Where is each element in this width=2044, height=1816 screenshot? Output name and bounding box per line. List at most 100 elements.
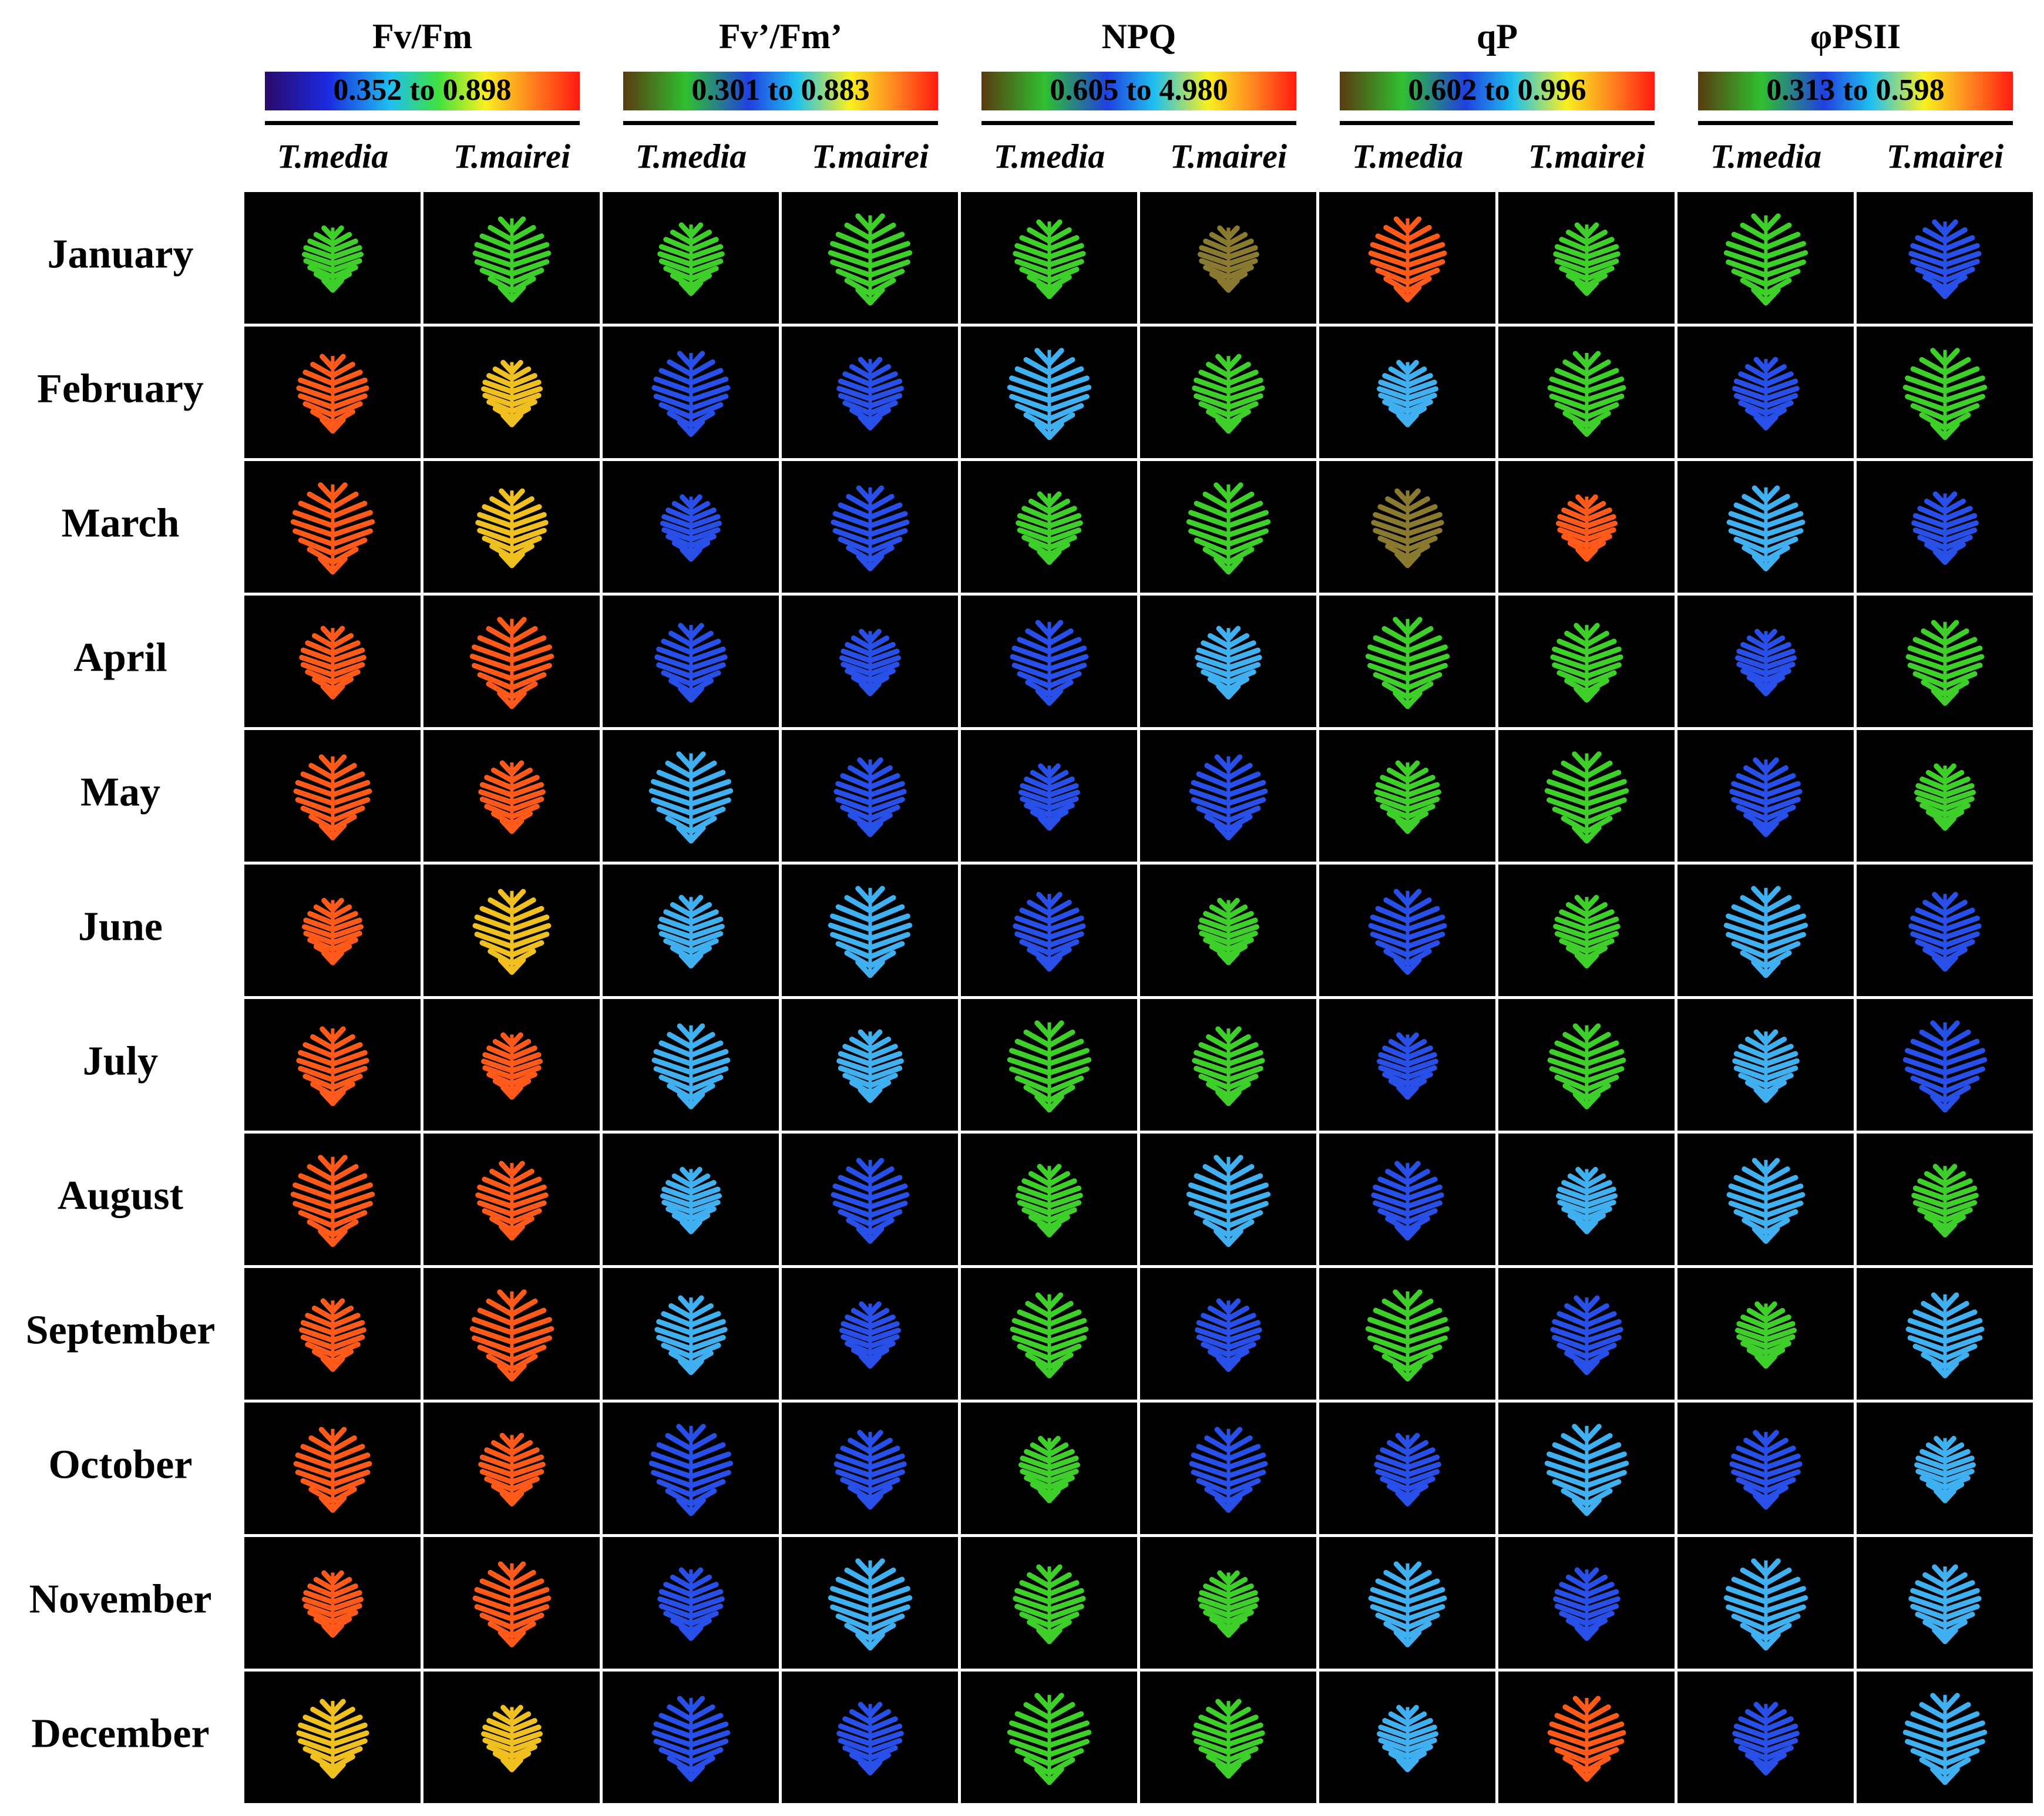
leaflet: [1763, 655, 1797, 670]
leaflet: [509, 906, 544, 924]
leaflet: [318, 1228, 335, 1247]
leaflet: [677, 1764, 694, 1782]
leaflet: [497, 1629, 515, 1647]
leaflet: [1915, 1580, 1948, 1597]
leaflet: [658, 368, 694, 386]
leaflet: [479, 233, 515, 251]
leaflet: [1405, 1058, 1438, 1074]
leaflet: [330, 1590, 362, 1605]
leaflet: [1584, 646, 1622, 664]
leaflet: [868, 1461, 907, 1478]
leaflet: [1553, 923, 1589, 940]
leaflet: [1559, 909, 1589, 925]
leaflet: [1740, 1341, 1769, 1356]
leaflet: [688, 779, 731, 798]
leaflet: [1047, 1702, 1075, 1721]
leaflet: [1405, 635, 1443, 654]
leaflet: [1917, 1178, 1948, 1194]
leaflet: [1584, 1219, 1598, 1235]
leaflet: [1584, 1311, 1617, 1328]
leaflet: [688, 1479, 726, 1498]
leaflet: [1907, 662, 1948, 681]
leaflet: [1405, 1200, 1443, 1217]
leaf-image: [831, 1158, 910, 1244]
leaflet: [1017, 1343, 1052, 1361]
leaflet: [653, 376, 694, 394]
leaflet: [670, 230, 694, 246]
leaf-image: [296, 1026, 369, 1107]
parameter-title: Fv/Fm: [372, 17, 472, 56]
leaflet: [1014, 243, 1052, 260]
leaflet: [1226, 1570, 1240, 1585]
leaflet: [479, 1469, 515, 1485]
leaflet: [1196, 1320, 1231, 1336]
leaflet: [1942, 549, 1958, 565]
leaflet: [1942, 628, 1969, 646]
leaflet: [1763, 1461, 1803, 1478]
leaflet: [1388, 1039, 1410, 1054]
species-label: T.media: [277, 137, 389, 175]
leaflet: [1584, 909, 1615, 925]
leaflet: [1584, 1049, 1625, 1067]
leaflet: [656, 1319, 694, 1336]
leaflet: [688, 1186, 721, 1202]
leaflet: [482, 1724, 515, 1740]
leaflet: [842, 1072, 873, 1089]
leaflet: [1405, 392, 1437, 408]
leaflet: [1942, 1048, 1985, 1067]
leaf-image: [475, 488, 549, 569]
leaflet: [845, 668, 873, 683]
leaflet: [1405, 1432, 1420, 1449]
leaflet: [1912, 527, 1948, 543]
leaflet: [509, 681, 538, 700]
leaflet: [1047, 1748, 1084, 1767]
leaflet: [1047, 816, 1061, 831]
leaf-image: [1013, 219, 1086, 300]
leaflet: [509, 1461, 546, 1478]
leaflet: [1226, 937, 1254, 952]
leaflet: [651, 1469, 694, 1489]
leaflet: [1942, 1030, 1971, 1048]
leaflet: [509, 897, 536, 915]
leaflet: [479, 906, 515, 924]
leaf-image: [1553, 1567, 1621, 1641]
leaflet: [1919, 412, 1948, 431]
leaflet: [1763, 1308, 1786, 1323]
leaflet: [299, 654, 335, 671]
leaflet: [1584, 654, 1623, 671]
leaflet: [868, 1730, 904, 1747]
leaf-image: [1198, 1570, 1259, 1638]
leaflet: [836, 385, 873, 402]
leaflet: [482, 504, 515, 521]
leaflet: [1047, 421, 1064, 440]
leaflet: [1942, 1702, 1971, 1721]
leaflet: [1047, 803, 1075, 818]
leaflet: [1942, 688, 1959, 706]
leaflet: [1763, 241, 1806, 260]
leaflet: [1763, 820, 1779, 838]
leaflet: [1584, 1173, 1606, 1188]
leaflet: [509, 1757, 523, 1773]
leaflet: [1584, 1358, 1600, 1376]
leaflet: [1226, 1577, 1248, 1592]
leaflet: [1023, 357, 1052, 376]
leaflet: [1226, 258, 1258, 273]
leaflet: [868, 1595, 913, 1614]
leaflet: [307, 492, 335, 510]
leaflet: [1942, 491, 1958, 507]
leaflet: [1226, 1341, 1256, 1358]
leaflet: [1226, 1210, 1263, 1229]
leaflet: [1214, 1495, 1231, 1513]
leaflet: [688, 265, 719, 282]
leaflet: [486, 1354, 515, 1373]
leaflet: [868, 1716, 898, 1732]
leaflet: [856, 553, 873, 571]
leaflet: [509, 1176, 542, 1193]
leaflet: [482, 1176, 515, 1193]
leaf-image: [657, 1567, 725, 1641]
leaflet: [479, 940, 515, 958]
leaflet: [1763, 635, 1786, 650]
leaflet: [486, 1744, 515, 1759]
month-label: April: [73, 635, 167, 681]
leaflet: [479, 782, 515, 798]
